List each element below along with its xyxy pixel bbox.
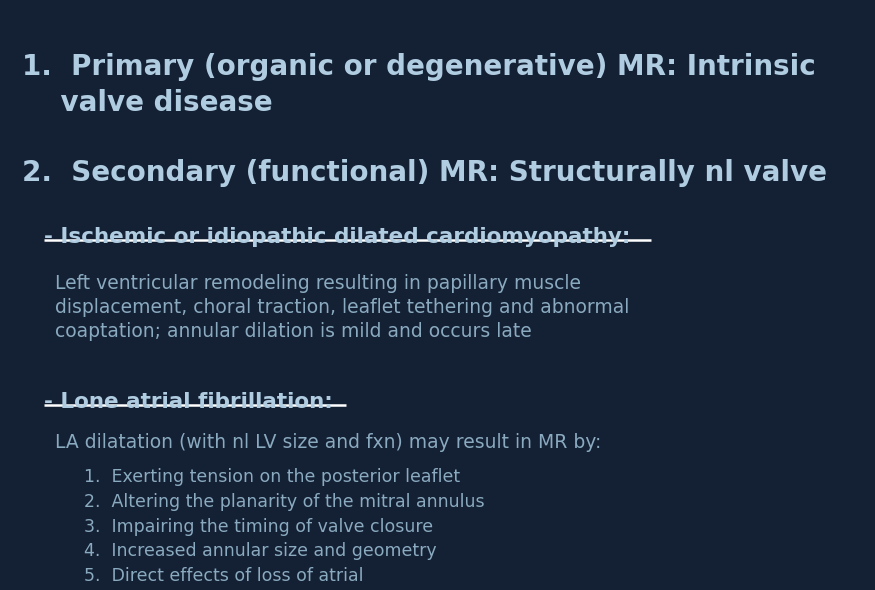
Text: 2.  Altering the planarity of the mitral annulus: 2. Altering the planarity of the mitral … [84, 493, 485, 511]
Text: - Lone atrial fibrillation:: - Lone atrial fibrillation: [44, 392, 332, 412]
Text: 4.  Increased annular size and geometry: 4. Increased annular size and geometry [84, 542, 437, 560]
Text: LA dilatation (with nl LV size and fxn) may result in MR by:: LA dilatation (with nl LV size and fxn) … [54, 433, 601, 452]
Text: 1.  Primary (organic or degenerative) MR: Intrinsic
    valve disease: 1. Primary (organic or degenerative) MR:… [22, 53, 816, 117]
Text: 5.  Direct effects of loss of atrial: 5. Direct effects of loss of atrial [84, 567, 363, 585]
Text: 1.  Exerting tension on the posterior leaflet: 1. Exerting tension on the posterior lea… [84, 468, 460, 486]
Text: 3.  Impairing the timing of valve closure: 3. Impairing the timing of valve closure [84, 517, 433, 536]
Text: 2.  Secondary (functional) MR: Structurally nl valve: 2. Secondary (functional) MR: Structural… [22, 159, 827, 187]
Text: Left ventricular remodeling resulting in papillary muscle
displacement, choral t: Left ventricular remodeling resulting in… [54, 274, 629, 341]
Text: - Ischemic or idiopathic dilated cardiomyopathy:: - Ischemic or idiopathic dilated cardiom… [44, 227, 630, 247]
